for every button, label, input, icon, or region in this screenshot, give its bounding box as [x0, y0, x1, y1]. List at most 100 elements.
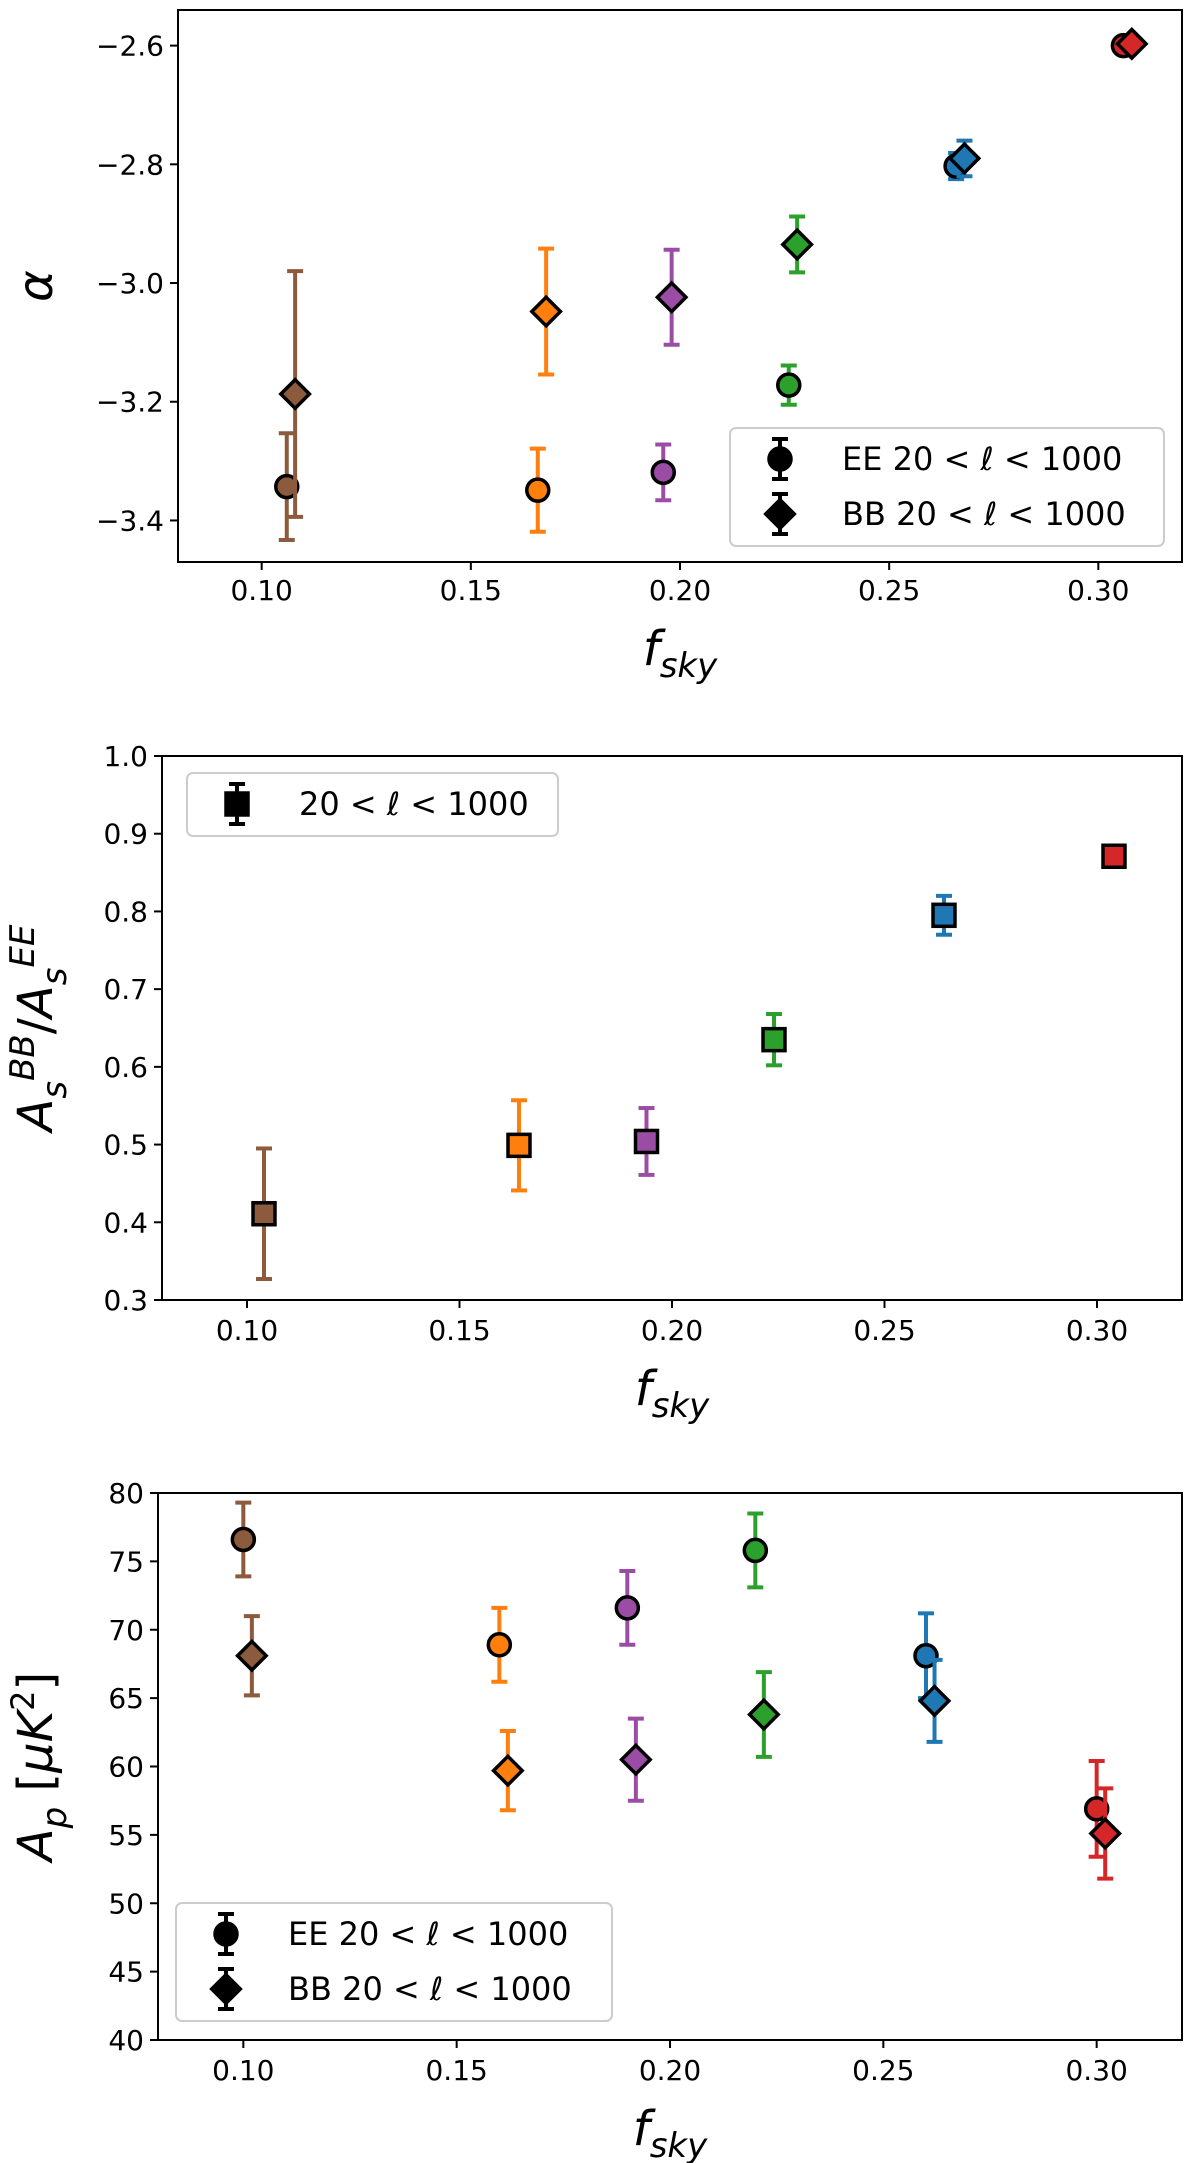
diamond-marker: [917, 1684, 952, 1718]
data-point: [529, 246, 563, 377]
circle-marker: [650, 459, 677, 486]
data-point: [747, 1670, 781, 1759]
circle-marker: [776, 372, 802, 398]
y-tick-label: 55: [108, 1819, 144, 1852]
axis-label-text: fsky: [635, 1361, 710, 1426]
x-tick-label: 0.25: [858, 574, 920, 607]
x-tick-label: 0.25: [853, 1314, 915, 1347]
data-point: [761, 1012, 787, 1068]
data-point: [486, 1605, 513, 1684]
data-point: [230, 1500, 257, 1579]
legend-diamond-marker: [209, 1972, 243, 2006]
x-tick-label: 0.10: [230, 574, 292, 607]
data-point: [619, 1716, 653, 1803]
legend-label: EE 20 < ℓ < 1000: [288, 1915, 568, 1953]
axis-label-text: AsBB/AsEE: [3, 924, 75, 1134]
legend-box: [729, 427, 1165, 547]
y-tick-label: 60: [108, 1751, 144, 1784]
data-point: [654, 247, 689, 347]
data-point: [917, 1657, 952, 1744]
axis-label-text: fsky: [643, 621, 718, 686]
axis-label-text: Ap [μK2]: [4, 1672, 75, 1865]
x-tick-label: 0.10: [212, 2054, 274, 2087]
legend-square-marker: [224, 791, 250, 817]
diamond-marker: [529, 294, 563, 329]
diamond-marker: [1115, 27, 1149, 61]
y-tick-label: −2.6: [96, 30, 164, 63]
data-point: [525, 446, 551, 534]
data-point: [633, 1106, 660, 1177]
y-tick-label: −3.4: [96, 504, 164, 537]
data-point: [506, 1098, 532, 1193]
y-tick-label: 0.4: [103, 1206, 148, 1239]
square-marker: [251, 1200, 277, 1227]
legend-box: [175, 1902, 613, 2022]
data-point: [650, 442, 677, 503]
data-point: [235, 1614, 269, 1698]
circle-marker: [1083, 1796, 1110, 1822]
x-tick-label: 0.15: [425, 2054, 487, 2087]
legend-label: BB 20 < ℓ < 1000: [842, 495, 1126, 533]
data-point: [947, 138, 982, 179]
y-tick-label: 65: [108, 1682, 144, 1715]
y-tick-label: 75: [108, 1545, 144, 1578]
square-marker: [931, 902, 957, 929]
axis-label-text: α: [8, 270, 64, 302]
y-tick-label: 70: [108, 1614, 144, 1647]
y-tick-label: 80: [108, 1477, 144, 1510]
y-tick-label: −2.8: [96, 148, 164, 181]
y-tick-label: 0.3: [103, 1284, 148, 1317]
x-tick-label: 0.15: [440, 574, 502, 607]
diamond-marker: [619, 1742, 653, 1777]
y-tick-label: 0.8: [103, 895, 148, 928]
data-point: [614, 1568, 641, 1647]
x-tick-label: 0.20: [649, 574, 711, 607]
x-tick-label: 0.10: [216, 1314, 278, 1347]
data-point: [1101, 843, 1127, 870]
plot-frame: [161, 755, 1183, 1301]
x-tick-label: 0.20: [641, 1314, 703, 1347]
diamond-marker: [1088, 1816, 1122, 1851]
y-tick-label: 1.0: [103, 740, 148, 773]
data-point: [1115, 27, 1149, 61]
data-point: [776, 363, 802, 407]
y-tick-label: −3.0: [96, 267, 164, 300]
legend-diamond-marker: [763, 497, 797, 531]
square-marker: [506, 1132, 532, 1159]
legend-label: EE 20 < ℓ < 1000: [842, 440, 1122, 478]
data-point: [780, 214, 814, 275]
legend-label: BB 20 < ℓ < 1000: [288, 1970, 572, 2008]
y-tick-label: 45: [108, 1956, 144, 1989]
legend-box: [186, 772, 559, 837]
legend: 20 < ℓ < 1000: [186, 772, 559, 837]
circle-marker: [486, 1632, 513, 1658]
axis-label-text: fsky: [633, 2101, 708, 2163]
data-point: [931, 893, 957, 937]
legend-circle-marker: [767, 446, 793, 472]
data-point: [278, 269, 312, 519]
square-marker: [1101, 843, 1127, 870]
chart-panel-3: 0.10 0.15 0.20 0.25 0.30 40 45 50 55 60 65 70 75 80 fs…: [4, 1477, 1183, 2163]
chart-panel-1: 0.10 0.15 0.20 0.25 0.30 −3.4 −3.2 −3.0 −2.8 −2.6…: [8, 9, 1183, 686]
diamond-marker: [747, 1697, 781, 1732]
circle-marker: [230, 1526, 257, 1553]
x-tick-label: 0.30: [1067, 574, 1129, 607]
y-tick-label: −3.2: [96, 386, 164, 419]
circle-marker: [742, 1537, 769, 1564]
data-point: [1088, 1786, 1122, 1881]
data-point: [251, 1146, 277, 1282]
circle-marker: [614, 1595, 641, 1621]
data-point: [274, 431, 300, 543]
data-point: [742, 1511, 769, 1590]
x-tick-label: 0.30: [1065, 2054, 1127, 2087]
circle-marker: [274, 473, 300, 500]
chart-panel-2: 0.10 0.15 0.20 0.25 0.30 0.3 0.4 0.5 0.6 0.7 0.8 0.…: [3, 740, 1183, 1426]
y-tick-label: 0.6: [103, 1051, 148, 1084]
legend: EE 20 < ℓ < 1000 BB 20 < ℓ < 1000: [175, 1902, 613, 2022]
diamond-marker: [654, 280, 689, 315]
x-tick-label: 0.30: [1066, 1314, 1128, 1347]
y-tick-label: 0.5: [103, 1129, 148, 1162]
legend-label: 20 < ℓ < 1000: [299, 785, 529, 823]
circle-marker: [525, 477, 551, 503]
diamond-marker: [235, 1638, 269, 1673]
